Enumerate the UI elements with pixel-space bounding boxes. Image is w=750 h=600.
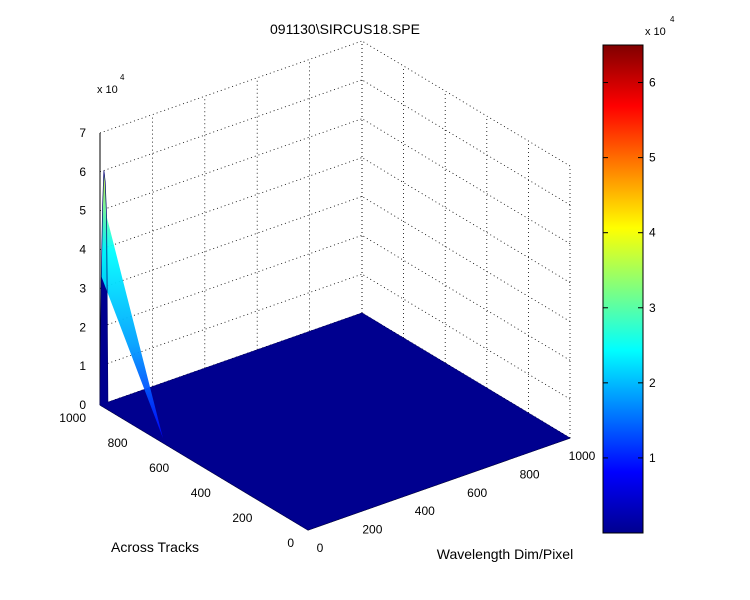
colorbar-tick-label: 1 [649,451,656,465]
z-multiplier: x 10 [97,84,118,96]
colorbar-gradient [602,44,644,534]
grid-line [361,273,571,400]
colorbar-tick-label: 3 [649,301,656,315]
grid-line [361,79,571,206]
z-tick-label: 1 [79,359,86,373]
y-tick-label: 0 [287,536,294,550]
colorbar-ticks: 1 2 3 4 5 6 [603,76,656,465]
peak-surface [101,170,163,439]
colorbar: 1 2 3 4 5 6 x 10 4 [602,15,675,534]
x-tick-label: 200 [362,523,382,537]
grid-line [99,118,363,212]
y-tick-label: 400 [191,486,211,500]
grid-line [99,79,363,173]
peak-ridge [99,170,109,406]
x-tick-label: 600 [467,486,487,500]
grid-line [99,157,363,250]
x-tick-label: 1000 [569,449,596,463]
colorbar-tick-label: 4 [649,226,656,240]
axis-labels: 0200400600800100002004006008001000012345… [59,126,595,555]
grid-line [361,157,571,283]
z-tick-label: 2 [79,320,86,334]
grid-line [361,118,571,245]
grid-line [361,40,571,167]
z-tick-label: 4 [79,243,86,257]
colorbar-tick-label: 6 [649,76,656,90]
grid-line [99,40,363,134]
grid-line [99,196,363,289]
y-tick-label: 200 [232,511,252,525]
surface [99,170,571,531]
grid-line [99,234,363,328]
chart-title: 091130\SIRCUS18.SPE [270,21,420,37]
colorbar-tick-label: 2 [649,376,656,390]
colorbar-multiplier-exponent: 4 [670,15,675,24]
z-tick-label: 0 [79,398,86,412]
y-tick-label: 800 [108,436,128,450]
colorbar-multiplier: x 10 [645,26,666,38]
grid-line [361,234,571,361]
x-axis-label: Wavelength Dim/Pixel [437,546,573,562]
z-tick-label: 5 [79,204,86,218]
baseline-surface [99,312,571,531]
y-tick-label: 600 [149,461,169,475]
z-tick-label: 7 [79,126,86,140]
z-tick-label: 6 [79,165,86,179]
x-tick-label: 400 [415,504,435,518]
y-tick-label: 1000 [59,411,86,425]
x-tick-label: 800 [520,467,540,481]
y-axis-label: Across Tracks [111,539,199,555]
z-tick-label: 3 [79,281,86,295]
grid-line [361,196,571,322]
colorbar-tick-label: 5 [649,151,656,165]
x-tick-label: 0 [317,541,324,555]
z-multiplier-exponent: 4 [120,73,125,82]
